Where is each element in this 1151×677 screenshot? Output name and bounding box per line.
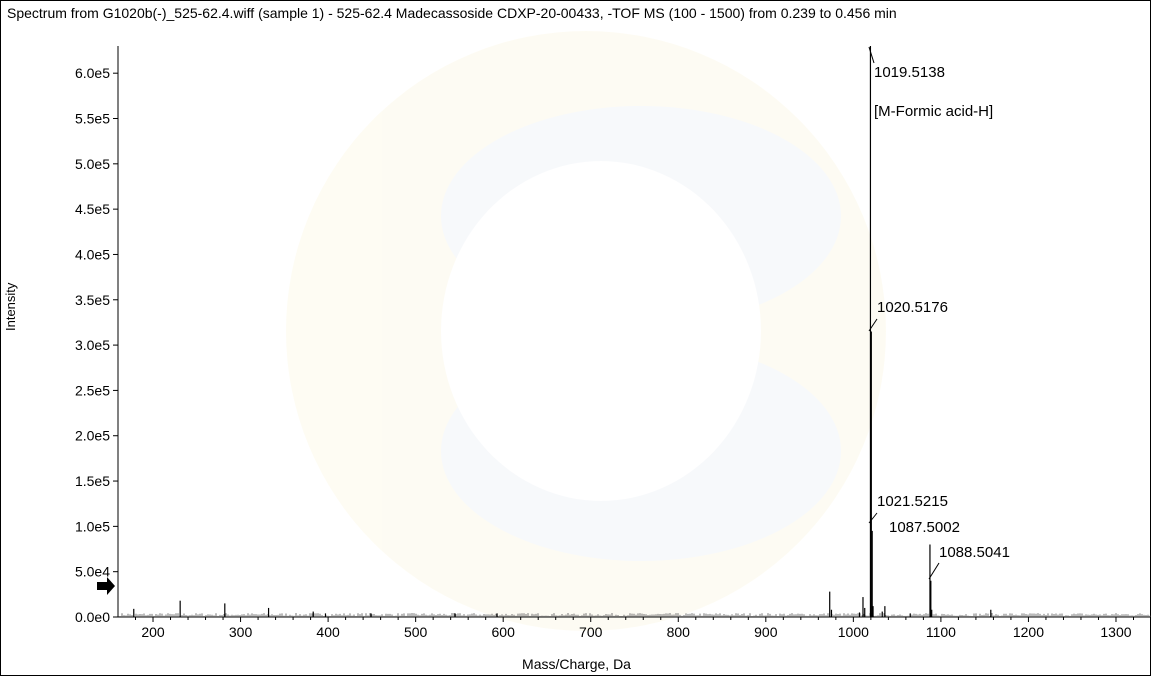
peak-label: [M-Formic acid-H]: [874, 103, 993, 120]
x-tick-label: 1000: [838, 624, 869, 640]
x-tick-label: 1200: [1013, 624, 1044, 640]
x-tick-label: 700: [579, 624, 603, 640]
y-tick-label: 4.5e5: [75, 201, 110, 217]
y-tick-label: 5.0e5: [75, 156, 110, 172]
y-tick-label: 2.5e5: [75, 382, 110, 398]
y-axis-label: Intensity: [3, 282, 18, 331]
y-tick-label: 1.0e5: [75, 518, 110, 534]
chart-title: Spectrum from G1020b(-)_525-62.4.wiff (s…: [7, 5, 897, 21]
x-tick-label: 200: [141, 624, 165, 640]
x-tick-label: 1100: [926, 624, 956, 640]
arrow-pointer-icon: [97, 577, 115, 595]
y-tick-label: 4.0e5: [75, 246, 110, 262]
x-tick-label: 600: [492, 624, 516, 640]
peak-annotations: 1019.5138 [M-Formic acid-H] 1020.5176 1021.…: [868, 46, 1010, 580]
x-tick-label: 500: [404, 624, 428, 640]
watermark-logo: [286, 31, 886, 631]
x-tick-label: 800: [667, 624, 691, 640]
annotation-leader: [868, 318, 878, 332]
x-tick-label: 900: [754, 624, 778, 640]
y-tick-label: 2.0e5: [75, 428, 110, 444]
x-tick-label: 300: [229, 624, 253, 640]
annotation-leader: [868, 46, 875, 64]
y-tick-label: 0.0e0: [75, 609, 110, 625]
peak-label: 1020.5176: [877, 299, 948, 316]
y-tick-label: 6.0e5: [75, 65, 110, 81]
annotation-leader: [868, 512, 878, 524]
baseline-noise: [119, 613, 1151, 617]
peak-label: 1088.5041: [939, 544, 1010, 561]
y-tick-label: 5.5e5: [75, 111, 110, 127]
y-tick-label: 1.5e5: [75, 473, 110, 489]
annotation-leader: [928, 562, 940, 580]
peak-label: 1021.5215: [877, 493, 948, 510]
x-axis-label: Mass/Charge, Da: [522, 656, 631, 672]
x-tick-label: 400: [316, 624, 340, 640]
peak-label: 1019.5138: [874, 64, 945, 81]
x-tick-label: 1300: [1100, 624, 1131, 640]
axes: 0.0e0 5.0e4 1.0e5 1.5e5 2.0e5 2.5e5 3.0e5 3.5e5…: [75, 46, 1151, 640]
peak-label: 1087.5002: [889, 519, 960, 536]
y-tick-label: 5.0e4: [75, 564, 110, 580]
y-tick-label: 3.0e5: [75, 337, 110, 353]
y-tick-label: 3.5e5: [75, 292, 110, 308]
